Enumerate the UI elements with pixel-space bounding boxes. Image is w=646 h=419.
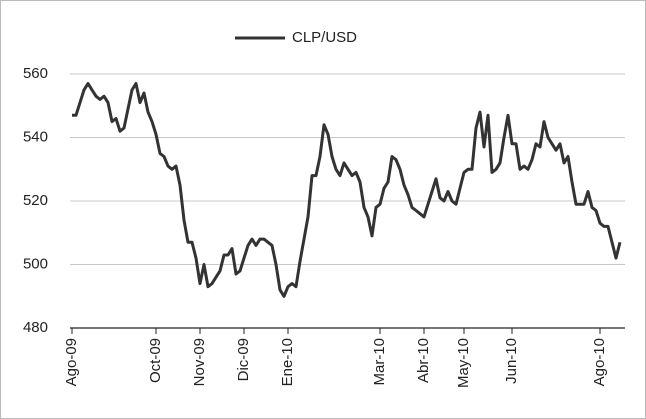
y-tick-label: 480 (23, 319, 48, 336)
y-tick-label: 560 (23, 65, 48, 82)
legend-label: CLP/USD (292, 29, 357, 46)
x-tick-label: Abr-10 (415, 338, 432, 383)
x-tick-label: Mar-10 (371, 338, 388, 386)
x-tick-label: Ago-09 (63, 338, 80, 386)
x-tick-label: Oct-09 (147, 338, 164, 383)
x-tick-label: Nov-09 (191, 338, 208, 386)
y-tick-label: 500 (23, 255, 48, 272)
x-tick-label: Jun-10 (503, 338, 520, 384)
x-tick-label: Dic-09 (235, 338, 252, 381)
x-tick-label: Ago-10 (591, 338, 608, 386)
x-tick-label: Ene-10 (279, 338, 296, 386)
y-tick-label: 520 (23, 192, 48, 209)
x-tick-label: May-10 (455, 338, 472, 388)
y-tick-label: 540 (23, 128, 48, 145)
line (72, 82, 622, 298)
